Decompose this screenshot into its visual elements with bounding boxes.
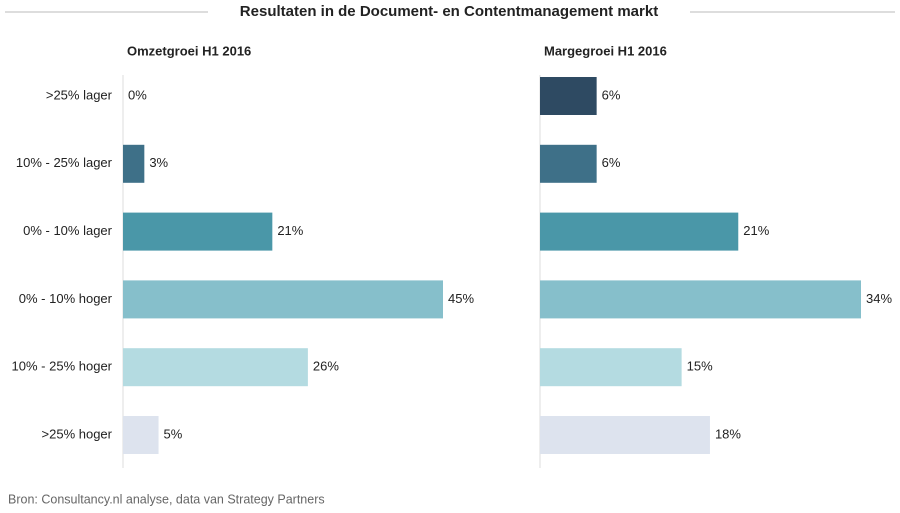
chart-title: Resultaten in de Document- en Contentman… [240,3,658,20]
bar [123,212,273,251]
value-label: 15% [687,359,713,374]
category-label: 0% - 10% hoger [19,291,113,306]
bar [123,416,159,454]
value-label: 0% [128,87,147,102]
value-label: 21% [743,223,769,238]
bar [540,77,597,115]
category-label: 10% - 25% lager [16,155,113,170]
source: Bron: Consultancy.nl analyse, data van S… [8,492,325,506]
category-label: >25% lager [46,87,113,102]
category-label: >25% hoger [42,426,113,441]
bar [540,416,710,454]
category-label: 10% - 25% hoger [12,359,113,374]
value-label: 18% [715,426,741,441]
bar [540,348,682,387]
value-label: 34% [866,291,892,306]
panel-title: Omzetgroei H1 2016 [127,43,251,58]
bar [123,280,443,319]
value-label: 6% [602,155,621,170]
bar [540,212,739,251]
value-label: 5% [164,426,183,441]
bar [123,144,145,183]
value-label: 3% [149,155,168,170]
value-label: 26% [313,359,339,374]
bar [123,348,308,387]
value-label: 45% [448,291,474,306]
category-label: 0% - 10% lager [23,223,113,238]
panel-title: Margegroei H1 2016 [544,43,667,58]
bar [540,280,861,319]
bar [540,144,597,183]
value-label: 6% [602,87,621,102]
value-label: 21% [277,223,303,238]
